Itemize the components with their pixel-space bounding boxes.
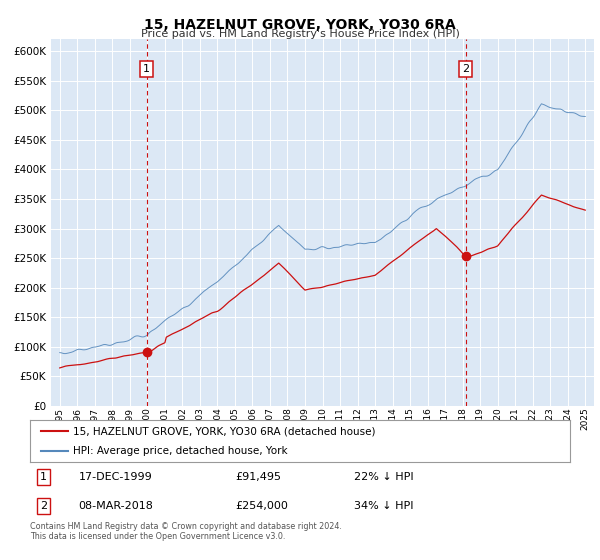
Text: 1: 1 [40, 472, 47, 482]
Text: 34% ↓ HPI: 34% ↓ HPI [354, 501, 413, 511]
Text: 15, HAZELNUT GROVE, YORK, YO30 6RA (detached house): 15, HAZELNUT GROVE, YORK, YO30 6RA (deta… [73, 426, 376, 436]
Text: 17-DEC-1999: 17-DEC-1999 [79, 472, 152, 482]
Text: 08-MAR-2018: 08-MAR-2018 [79, 501, 154, 511]
Text: 1: 1 [143, 64, 150, 74]
Text: Price paid vs. HM Land Registry's House Price Index (HPI): Price paid vs. HM Land Registry's House … [140, 29, 460, 39]
Text: £91,495: £91,495 [235, 472, 281, 482]
Text: Contains HM Land Registry data © Crown copyright and database right 2024.
This d: Contains HM Land Registry data © Crown c… [30, 522, 342, 542]
Text: £254,000: £254,000 [235, 501, 288, 511]
Text: HPI: Average price, detached house, York: HPI: Average price, detached house, York [73, 446, 288, 456]
Text: 2: 2 [40, 501, 47, 511]
Text: 15, HAZELNUT GROVE, YORK, YO30 6RA: 15, HAZELNUT GROVE, YORK, YO30 6RA [144, 18, 456, 32]
Text: 2: 2 [462, 64, 469, 74]
Text: 22% ↓ HPI: 22% ↓ HPI [354, 472, 413, 482]
